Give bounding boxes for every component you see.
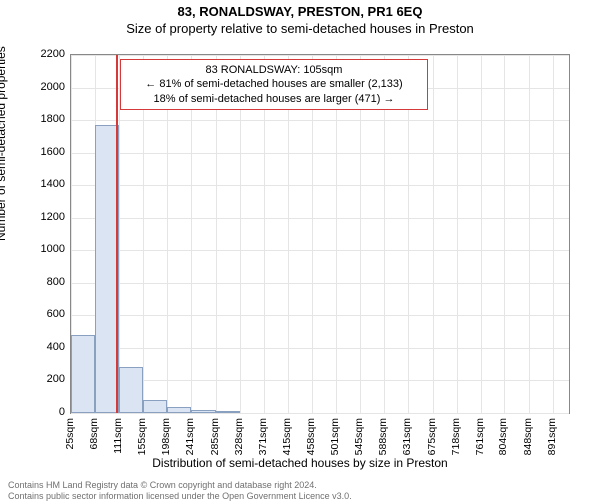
y-tick-label: 2200 bbox=[25, 48, 65, 60]
footer-line1: Contains HM Land Registry data © Crown c… bbox=[8, 480, 352, 491]
x-tick-label: 891sqm bbox=[546, 418, 558, 455]
footer-line2: Contains public sector information licen… bbox=[8, 491, 352, 502]
y-tick-label: 1200 bbox=[25, 211, 65, 223]
sub-title: Size of property relative to semi-detach… bbox=[0, 21, 600, 36]
y-tick-label: 0 bbox=[25, 406, 65, 418]
y-tick-label: 1000 bbox=[25, 243, 65, 255]
x-tick-label: 241sqm bbox=[184, 418, 196, 455]
annotation-box: 83 RONALDSWAY: 105sqm ← 81% of semi-deta… bbox=[120, 59, 428, 110]
y-axis-label: Number of semi-detached properties bbox=[0, 46, 8, 241]
gridline-h bbox=[71, 153, 569, 154]
gridline-h bbox=[71, 380, 569, 381]
y-tick-label: 200 bbox=[25, 373, 65, 385]
gridline-h bbox=[71, 348, 569, 349]
x-axis-label: Distribution of semi-detached houses by … bbox=[0, 456, 600, 470]
x-tick-label: 458sqm bbox=[305, 418, 317, 455]
x-tick-label: 804sqm bbox=[497, 418, 509, 455]
annotation-line2: ← 81% of semi-detached houses are smalle… bbox=[129, 77, 419, 91]
histogram-bar bbox=[191, 410, 215, 413]
y-tick-label: 1400 bbox=[25, 178, 65, 190]
y-tick-label: 800 bbox=[25, 276, 65, 288]
histogram-bar bbox=[71, 335, 95, 413]
x-tick-label: 371sqm bbox=[257, 418, 269, 455]
x-tick-label: 501sqm bbox=[329, 418, 341, 455]
x-tick-label: 675sqm bbox=[426, 418, 438, 455]
y-tick-label: 1800 bbox=[25, 113, 65, 125]
footer: Contains HM Land Registry data © Crown c… bbox=[8, 480, 352, 502]
gridline-v bbox=[457, 55, 458, 413]
y-tick-label: 600 bbox=[25, 308, 65, 320]
gridline-v bbox=[504, 55, 505, 413]
x-tick-label: 631sqm bbox=[401, 418, 413, 455]
x-tick-label: 198sqm bbox=[160, 418, 172, 455]
gridline-v bbox=[481, 55, 482, 413]
x-tick-label: 761sqm bbox=[474, 418, 486, 455]
x-tick-label: 111sqm bbox=[112, 418, 124, 454]
super-title: 83, RONALDSWAY, PRESTON, PR1 6EQ bbox=[0, 4, 600, 19]
histogram-bar bbox=[143, 400, 167, 413]
histogram-bar bbox=[119, 367, 143, 413]
gridline-h bbox=[71, 55, 569, 56]
plot-area: 83 RONALDSWAY: 105sqm ← 81% of semi-deta… bbox=[70, 54, 570, 414]
marker-line bbox=[116, 55, 118, 413]
x-tick-label: 545sqm bbox=[353, 418, 365, 455]
annotation-line1: 83 RONALDSWAY: 105sqm bbox=[129, 63, 419, 77]
x-tick-label: 718sqm bbox=[450, 418, 462, 455]
x-tick-label: 328sqm bbox=[233, 418, 245, 455]
gridline-h bbox=[71, 413, 569, 414]
gridline-h bbox=[71, 218, 569, 219]
x-tick-label: 155sqm bbox=[136, 418, 148, 455]
annotation-line3: 18% of semi-detached houses are larger (… bbox=[129, 92, 419, 106]
x-tick-label: 285sqm bbox=[209, 418, 221, 455]
gridline-h bbox=[71, 185, 569, 186]
x-tick-label: 848sqm bbox=[522, 418, 534, 455]
gridline-h bbox=[71, 120, 569, 121]
gridline-h bbox=[71, 250, 569, 251]
x-tick-label: 588sqm bbox=[377, 418, 389, 455]
y-tick-label: 1600 bbox=[25, 146, 65, 158]
x-tick-label: 68sqm bbox=[88, 418, 100, 450]
x-tick-label: 25sqm bbox=[64, 418, 76, 450]
gridline-h bbox=[71, 283, 569, 284]
histogram-bar bbox=[216, 411, 240, 413]
gridline-h bbox=[71, 315, 569, 316]
gridline-v bbox=[529, 55, 530, 413]
gridline-v bbox=[433, 55, 434, 413]
histogram-bar bbox=[167, 407, 191, 413]
x-tick-label: 415sqm bbox=[281, 418, 293, 455]
y-tick-label: 400 bbox=[25, 341, 65, 353]
y-tick-label: 2000 bbox=[25, 81, 65, 93]
gridline-v bbox=[553, 55, 554, 413]
